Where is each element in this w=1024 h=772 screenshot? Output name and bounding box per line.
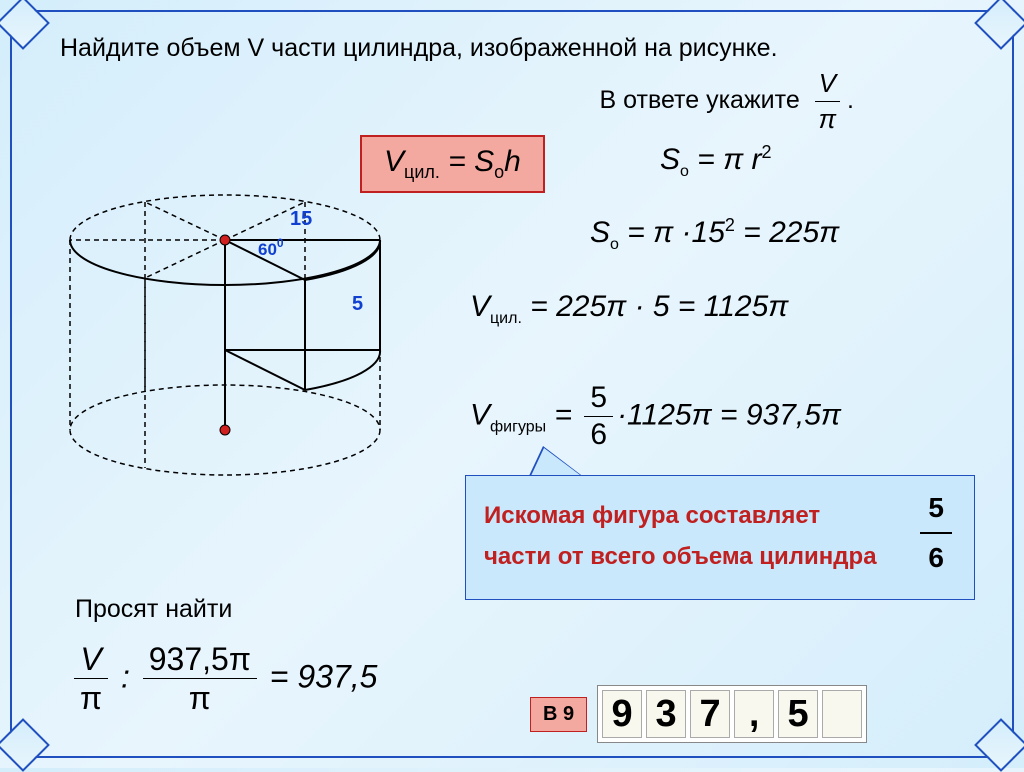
eq-final: V π : 937,5π π = 937,5 — [70, 640, 377, 718]
answer-digit: , — [734, 690, 774, 738]
hint-callout-pointer — [530, 448, 584, 478]
height-label: 5 — [352, 293, 363, 315]
hint-line1: Искомая фигура составляет — [484, 496, 956, 537]
final-frac-vpi: V π — [74, 640, 108, 718]
eq-volume-figure: Vфигуры = 5 6 ·1125π = 937,5π — [470, 380, 841, 453]
answer-digit — [822, 690, 862, 738]
answer-digit: 9 — [602, 690, 642, 738]
hint-line2: части от всего объема цилиндра — [484, 537, 956, 578]
title-line1: Найдите объем V части цилиндра, изображе… — [60, 32, 964, 66]
task-id-badge: В 9 — [530, 697, 587, 732]
corner-ornament — [0, 718, 50, 772]
hint-box: Искомая фигура составляет части от всего… — [465, 475, 975, 600]
hint-fraction: 5 6 — [920, 484, 952, 581]
problem-title: Найдите объем V части цилиндра, изображе… — [60, 32, 964, 137]
answer-digit: 7 — [690, 690, 730, 738]
corner-ornament — [974, 718, 1024, 772]
cylinder-diagram: 15 600 5 — [40, 160, 410, 500]
title-line2: В ответе укажите — [600, 86, 800, 114]
eq-area-calc: Sо = π ·152 = 225π — [590, 215, 839, 254]
answer-digits: 937,5 — [597, 685, 867, 743]
answer-digit: 3 — [646, 690, 686, 738]
answer-row: В 9 937,5 — [530, 685, 867, 743]
radius-label: 15 — [290, 208, 312, 230]
corner-ornament — [0, 0, 50, 50]
eq-area-formula: Sо = π r2 — [660, 142, 772, 181]
final-frac-calc: 937,5π π — [143, 640, 257, 718]
corner-ornament — [974, 0, 1024, 50]
eq-vf-fraction: 5 6 — [584, 380, 613, 453]
answer-digit: 5 — [778, 690, 818, 738]
eq-volume-cyl: Vцил. = 225π · 5 = 1125π — [470, 290, 788, 328]
angle-label: 600 — [258, 236, 284, 259]
title-fraction: V π — [815, 66, 840, 137]
ask-label: Просят найти — [75, 595, 232, 624]
